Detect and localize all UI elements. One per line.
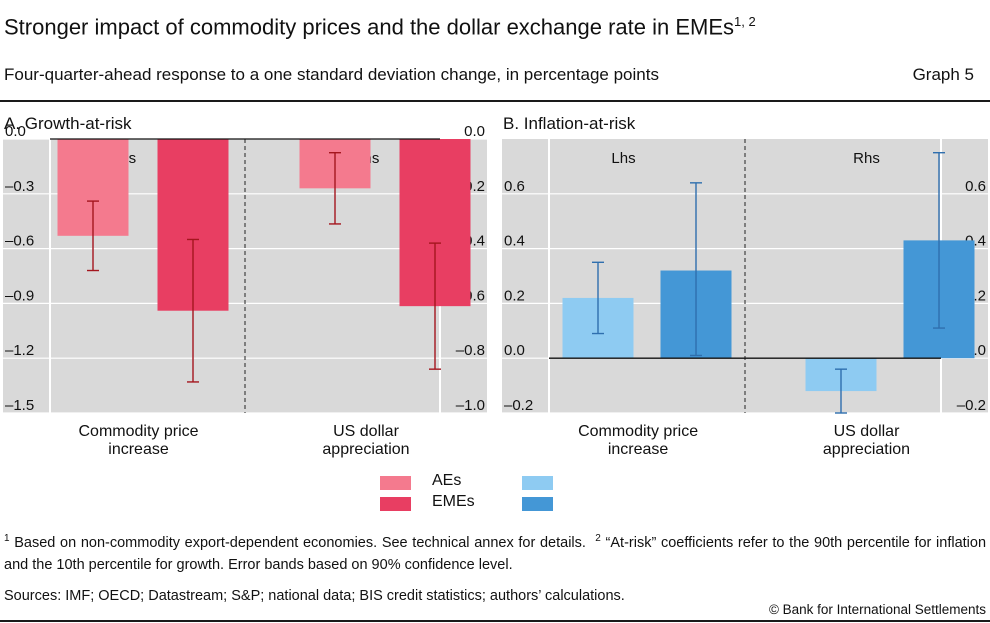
copyright: © Bank for International Settlements — [768, 602, 986, 617]
legend-swatch-emes-blue — [522, 497, 553, 511]
panel-b-title: B. Inflation-at-risk — [503, 114, 636, 133]
growth-at-risk-chart: 0.0–0.3–0.6–0.9–1.2–1.50.0–0.2–0.4–0.6–0… — [3, 123, 487, 458]
legend-swatch-emes-red — [380, 497, 411, 511]
inflation-category-label: increase — [608, 441, 669, 458]
inflation-section-label-lhs: Lhs — [611, 150, 635, 167]
inflation-right-tick-label: –0.2 — [957, 397, 986, 414]
growth-left-tick-label: –0.9 — [5, 287, 34, 304]
growth-left-tick-label: –1.2 — [5, 342, 34, 359]
inflation-left-tick-label: 0.0 — [504, 342, 525, 359]
sources: Sources: IMF; OECD; Datastream; S&P; nat… — [4, 588, 625, 604]
growth-left-tick-label: –1.5 — [5, 397, 34, 414]
inflation-section-label-rhs: Rhs — [853, 150, 880, 167]
inflation-right-tick-label: 0.6 — [965, 178, 986, 195]
growth-category-label: appreciation — [322, 441, 409, 458]
bottom-rule — [0, 620, 990, 622]
inflation-left-tick-label: 0.2 — [504, 287, 525, 304]
growth-right-tick-label: 0.0 — [464, 123, 485, 140]
growth-left-tick-label: 0.0 — [5, 123, 26, 140]
legend-swatch-aes-red — [380, 476, 411, 490]
inflation-category-label: US dollar — [834, 423, 900, 440]
growth-category-label: increase — [108, 441, 169, 458]
legend-swatch-aes-blue — [522, 476, 553, 490]
footnote-1-marker: 1 — [4, 533, 10, 544]
graph-number: Graph 5 — [912, 65, 974, 84]
growth-left-tick-label: –0.6 — [5, 233, 34, 250]
growth-left-tick-label: –0.3 — [5, 178, 34, 195]
graph-title-text: Stronger impact of commodity prices and … — [4, 14, 735, 40]
graph-title: Stronger impact of commodity prices and … — [4, 14, 756, 40]
growth-right-tick-label: –0.8 — [456, 342, 485, 359]
title-footnote-markers: 1, 2 — [734, 14, 756, 29]
inflation-left-tick-label: 0.6 — [504, 178, 525, 195]
footnote-2-text: “At-risk” coefficients refer to the 90th… — [4, 534, 987, 573]
legend-label-emes: EMEs — [432, 493, 475, 510]
footnote-1-text: Based on non-commodity export-dependent … — [14, 534, 586, 551]
inflation-category-label: Commodity price — [578, 423, 698, 440]
legend-label-aes: AEs — [432, 472, 462, 489]
inflation-left-tick-label: –0.2 — [504, 397, 533, 414]
growth-category-label: US dollar — [333, 423, 399, 440]
footnotes: 1 Based on non-commodity export-dependen… — [4, 528, 986, 576]
graph-subtitle: Four-quarter-ahead response to a one sta… — [4, 65, 659, 84]
footnote-2-marker: 2 — [595, 533, 601, 544]
top-rule — [0, 100, 990, 102]
inflation-left-tick-label: 0.4 — [504, 233, 525, 250]
growth-category-label: Commodity price — [79, 423, 199, 440]
growth-right-tick-label: –1.0 — [456, 397, 485, 414]
inflation-category-label: appreciation — [823, 441, 910, 458]
panel-a-title: A. Growth-at-risk — [4, 114, 132, 133]
